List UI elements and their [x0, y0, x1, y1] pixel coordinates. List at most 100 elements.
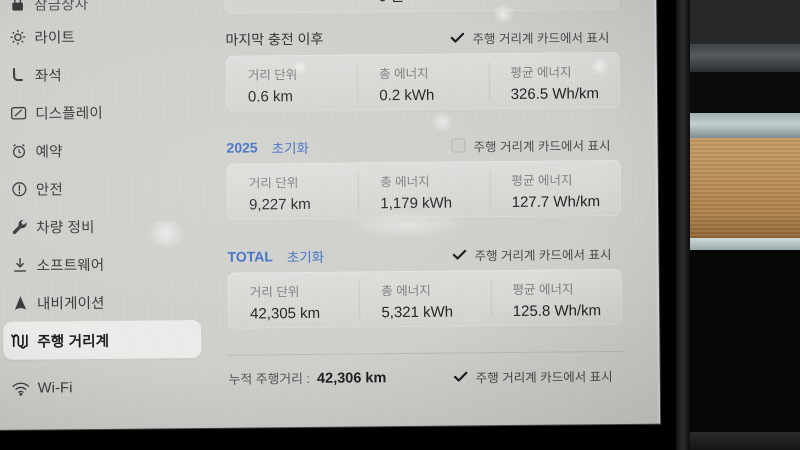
- data-column: 총 에너지 0.2 kWh: [357, 53, 489, 110]
- column-value: 42,305 km: [250, 304, 321, 323]
- column-value: 5,321 kWh: [381, 303, 454, 322]
- data-card-since-last-charge: 거리 단위 0.6 km 총 에너지 0.2 kWh 평균 에너지 326.5 …: [225, 51, 621, 112]
- column-value: 326.5 Wh/km: [510, 85, 600, 104]
- background-wood-panel: [690, 138, 800, 238]
- column-value: 9,227 km: [248, 195, 311, 214]
- reset-button-2025[interactable]: 초기화: [271, 140, 309, 157]
- background-floor: [690, 432, 800, 450]
- data-column: 거리 단위 0.6 km: [226, 54, 358, 111]
- column-value: 0.6 km: [247, 88, 294, 106]
- sidebar-item-navigation[interactable]: 내비게이션: [3, 282, 201, 322]
- sidebar-item-service[interactable]: 차량 정비: [2, 206, 200, 246]
- warning-circle-icon: [2, 180, 36, 197]
- sidebar-item-label: 내비게이션: [36, 295, 105, 313]
- section-title-2025[interactable]: 2025: [226, 139, 258, 156]
- column-value: 0.0 km: [247, 0, 356, 4]
- column-header: 총 에너지: [379, 66, 429, 82]
- sidebar-item-schedule[interactable]: 예약: [1, 130, 199, 170]
- data-card-2025: 거리 단위 9,227 km 총 에너지 1,179 kWh 평균 에너지 12…: [226, 159, 622, 220]
- odometer-settings-panel[interactable]: 거리 단위 0.0 km 총 에너지 0 분 평균 에너지 --- Wh/km …: [215, 0, 660, 428]
- data-column: 평균 에너지 125.8 Wh/km: [490, 269, 622, 326]
- sidebar-item-display[interactable]: 디스플레이: [1, 92, 199, 132]
- background-shelf-upper: [690, 0, 800, 44]
- checkbox-unchecked-icon[interactable]: [451, 138, 466, 153]
- sidebar-item-lights[interactable]: 라이트: [0, 16, 198, 56]
- column-value: 1,179 kWh: [380, 194, 453, 213]
- background-rail-lower: [690, 238, 800, 250]
- section-header-total[interactable]: TOTAL 초기화: [227, 246, 324, 267]
- column-header: 평균 에너지: [512, 282, 574, 297]
- column-value: 125.8 Wh/km: [512, 302, 602, 320]
- data-column: 평균 에너지 326.5 Wh/km: [488, 52, 620, 109]
- background-vertical-post: [676, 0, 690, 450]
- data-column: 총 에너지 1,179 kWh: [358, 161, 490, 218]
- sidebar-item-label: 좌석: [34, 67, 62, 85]
- checkbox-checked-icon[interactable]: [452, 247, 467, 261]
- show-on-card-toggle-cumulative[interactable]: 주행 거리계 카드에서 표시: [453, 365, 613, 387]
- data-card-partial-top: 거리 단위 0.0 km 총 에너지 0 분 평균 에너지 --- Wh/km: [224, 0, 620, 14]
- background-rail-middle: [690, 113, 800, 138]
- sidebar-item-label: 예약: [35, 143, 63, 161]
- column-header: 거리 단위: [249, 285, 300, 300]
- checkbox-label: 주행 거리계 카드에서 표시: [473, 138, 611, 154]
- sidebar-item-software[interactable]: 소프트웨어: [2, 244, 200, 284]
- sidebar-item-label: Wi-Fi: [37, 380, 73, 397]
- sidebar-item-wifi[interactable]: Wi-Fi: [4, 368, 202, 408]
- data-column: 거리 단위 42,305 km: [228, 271, 360, 328]
- wifi-icon: [4, 382, 38, 396]
- section-header-2025[interactable]: 2025 초기화: [226, 137, 309, 158]
- lock-icon: [0, 0, 34, 12]
- column-header: 총 에너지: [381, 283, 431, 299]
- column-header: 평균 에너지: [510, 65, 572, 81]
- section-title-total[interactable]: TOTAL: [227, 248, 273, 265]
- data-column: 총 에너지 0 분: [356, 0, 488, 12]
- reset-button-total[interactable]: 초기화: [286, 249, 325, 266]
- sidebar-item-seats[interactable]: 좌석: [1, 54, 199, 94]
- sidebar-item-safety[interactable]: 안전: [2, 168, 200, 208]
- cumulative-distance-label: 누적 주행거리 :: [228, 370, 311, 387]
- sidebar-item-label: 주행 거리계: [37, 333, 110, 351]
- wrench-icon: [2, 218, 36, 235]
- cumulative-distance-value: 42,306 km: [316, 370, 387, 387]
- checkbox-checked-icon[interactable]: [450, 30, 465, 44]
- navigation-arrow-icon: [3, 294, 37, 311]
- show-on-card-toggle-since-last-charge[interactable]: 주행 거리계 카드에서 표시: [450, 26, 609, 48]
- data-column: 거리 단위 0.0 km: [225, 0, 357, 14]
- checkbox-checked-icon[interactable]: [453, 369, 468, 383]
- section-header-since-last-charge: 마지막 충전 이후: [225, 29, 323, 50]
- display-icon: [1, 105, 35, 120]
- column-header: 총 에너지: [380, 174, 430, 190]
- sidebar-item-label: 잠금상자: [34, 0, 89, 14]
- settings-sidebar[interactable]: 잠금상자 라이트 좌석: [0, 0, 219, 430]
- sidebar-item-label: 안전: [35, 181, 64, 199]
- show-on-card-toggle-2025[interactable]: 주행 거리계 카드에서 표시: [451, 134, 610, 156]
- checkbox-label: 주행 거리계 카드에서 표시: [474, 247, 612, 263]
- sidebar-item-label: 라이트: [34, 29, 76, 47]
- sidebar-item-label: 소프트웨어: [36, 257, 105, 275]
- show-on-card-toggle-total[interactable]: 주행 거리계 카드에서 표시: [452, 243, 612, 265]
- sidebar-item-label: 디스플레이: [35, 105, 103, 123]
- data-column: 평균 에너지 --- Wh/km: [487, 0, 619, 11]
- data-column: 거리 단위 9,227 km: [227, 162, 359, 219]
- light-bulb-icon: [0, 28, 34, 45]
- odometer-icon: [3, 333, 37, 349]
- download-icon: [3, 256, 37, 273]
- data-card-total: 거리 단위 42,305 km 총 에너지 5,321 kWh 평균 에너지 1…: [227, 268, 623, 329]
- column-header: 평균 에너지: [511, 173, 573, 189]
- checkbox-label: 주행 거리계 카드에서 표시: [475, 369, 613, 385]
- column-value: 127.7 Wh/km: [511, 193, 601, 212]
- sidebar-item-lockbox[interactable]: 잠금상자: [0, 0, 198, 23]
- background-dark-lower: [690, 250, 800, 440]
- background-rail-upper: [690, 44, 800, 72]
- sidebar-item-odometer[interactable]: 주행 거리계: [3, 319, 202, 360]
- vehicle-touchscreen[interactable]: 잠금상자 라이트 좌석: [0, 0, 661, 430]
- column-value: 0.2 kWh: [379, 86, 435, 105]
- checkbox-label: 주행 거리계 카드에서 표시: [472, 30, 610, 46]
- column-header: 거리 단위: [247, 68, 298, 83]
- section-title: 마지막 충전 이후: [225, 30, 324, 48]
- sidebar-item-label: 차량 정비: [36, 219, 95, 237]
- footer-divider: [228, 350, 625, 356]
- column-value: 0 분: [378, 0, 488, 6]
- data-column: 평균 에너지 127.7 Wh/km: [489, 160, 621, 217]
